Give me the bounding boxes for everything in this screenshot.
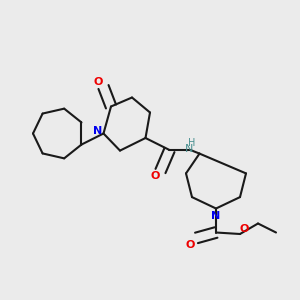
Text: O: O	[150, 171, 160, 182]
Text: N: N	[94, 126, 103, 136]
Text: H: H	[188, 138, 196, 148]
Text: O: O	[240, 224, 249, 235]
Text: O: O	[93, 76, 103, 87]
Text: O: O	[186, 239, 195, 250]
Text: N: N	[185, 143, 193, 154]
Text: N: N	[212, 211, 220, 221]
